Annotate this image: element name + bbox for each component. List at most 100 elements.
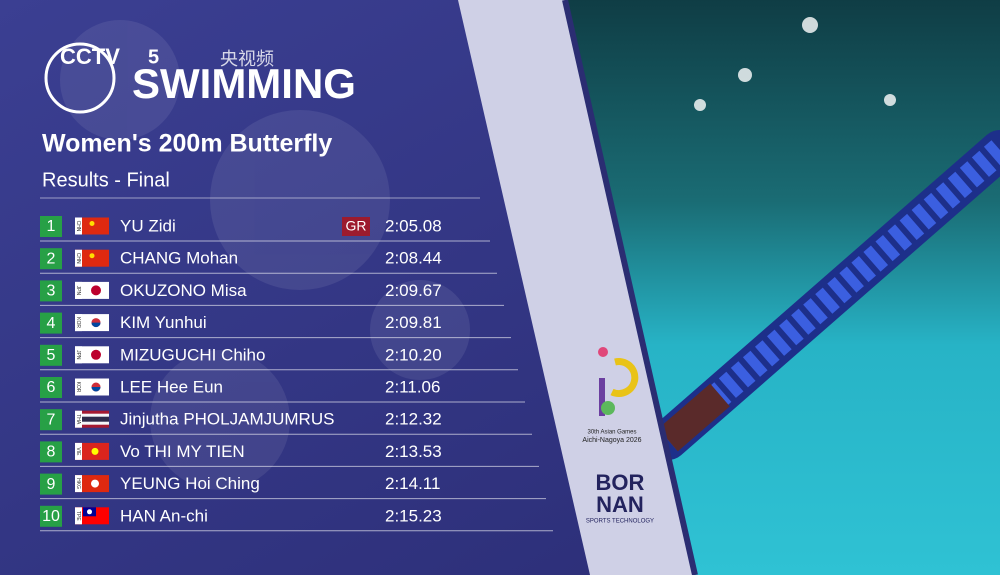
result-row: 6 KOR LEE Hee Eun 2:11.06	[40, 377, 525, 403]
time: 2:08.44	[385, 249, 442, 268]
rank: 9	[47, 476, 56, 493]
record-badge	[342, 217, 370, 236]
games-name: 30th Asian Games	[587, 430, 636, 436]
athlete-name: Jinjutha PHOLJAMJUMRUS	[120, 410, 334, 429]
rank-box	[40, 312, 62, 334]
time: 2:14.11	[385, 474, 440, 493]
sponsor-logo: BOR NAN SPORTS TECHNOLOGY	[586, 470, 654, 525]
time: 2:09.81	[385, 313, 442, 332]
flag-code-strip	[75, 475, 82, 493]
flag-star	[89, 253, 95, 259]
time: 2:12.32	[385, 410, 442, 429]
time: 2:11.06	[385, 377, 440, 396]
athlete-name: OKUZONO Misa	[120, 281, 247, 300]
rank: 8	[47, 444, 56, 461]
ceiling-lights	[694, 17, 896, 111]
flag-sun	[87, 509, 92, 515]
flag-flower	[91, 479, 99, 488]
sponsor-word: NAN	[596, 492, 644, 517]
country-code: JPN	[75, 286, 81, 296]
lane-rope	[648, 130, 1000, 460]
flag: TPE	[75, 507, 109, 525]
results-table: 1 CHN YU Zidi GR 2:05.08 2 CHN CHANG Mohan 2:08.…	[40, 216, 553, 532]
result-row: 9 HKG YEUNG Hoi Ching 2:14.11	[40, 473, 546, 500]
rank-box	[40, 216, 62, 237]
channel-number: 5	[148, 46, 159, 68]
rank-box	[40, 441, 62, 463]
rank: 2	[47, 250, 56, 267]
rank: 10	[42, 508, 60, 525]
games-logo: 30th Asian Games Aichi-Nagoya 2026	[582, 347, 642, 444]
result-row: 8 VIE Vo THI MY TIEN 2:13.53	[40, 441, 539, 467]
flag: KOR	[75, 378, 109, 396]
country-code: THA	[75, 414, 81, 425]
result-row: 4 KOR KIM Yunhui 2:09.81	[40, 312, 511, 339]
result-row: 10 TPE HAN An-chi 2:15.23	[40, 505, 553, 532]
result-row: 3 JPN OKUZONO Misa 2:09.67	[40, 280, 504, 306]
flag-code-strip	[75, 410, 82, 428]
athlete-name: KIM Yunhui	[120, 313, 207, 332]
flag-field	[75, 249, 109, 267]
country-code: JPN	[75, 350, 81, 360]
rank-box	[40, 280, 62, 302]
sponsor-word: BOR	[596, 470, 645, 495]
flag-code-strip	[75, 314, 82, 332]
flag-code-strip	[75, 507, 82, 525]
result-row: 2 CHN CHANG Mohan 2:08.44	[40, 248, 497, 274]
flag-code-strip	[75, 281, 82, 299]
time: 2:10.20	[385, 345, 442, 364]
flag-star	[89, 221, 95, 226]
flag: HKG	[75, 475, 109, 493]
flag-disc	[91, 349, 101, 360]
flag-code-strip	[75, 249, 82, 267]
flag: JPN	[75, 346, 109, 364]
time: 2:09.67	[385, 281, 442, 300]
flag: KOR	[75, 314, 109, 332]
rank-box	[40, 248, 62, 270]
athlete-name: CHANG Mohan	[120, 249, 238, 268]
flag-disc	[91, 387, 101, 392]
result-row: 7 THA Jinjutha PHOLJAMJUMRUS 2:12.32	[40, 409, 532, 435]
time: 2:15.23	[385, 506, 442, 525]
country-code: CHN	[75, 253, 81, 264]
athlete-name: MIZUGUCHI Chiho	[120, 345, 265, 364]
divider-edge	[562, 0, 698, 576]
event-title: Women's 200m Butterfly	[42, 130, 332, 158]
flag-stripe	[75, 416, 109, 422]
flag-code-strip	[75, 442, 82, 460]
rank: 6	[47, 379, 56, 396]
country-code: HKG	[75, 478, 81, 489]
country-code: TPE	[75, 511, 81, 521]
app-logo: 央视频	[220, 49, 274, 69]
rank-box	[40, 409, 62, 431]
flag: CHN	[75, 217, 109, 235]
sponsor-tagline: SPORTS TECHNOLOGY	[586, 519, 654, 525]
games-host: Aichi-Nagoya 2026	[582, 437, 641, 444]
logo-text: CCTV	[60, 44, 120, 69]
flag-disc	[91, 285, 101, 296]
flag-code-strip	[75, 378, 82, 396]
flag: THA	[75, 410, 109, 428]
rank: 3	[47, 283, 56, 300]
rank-box	[40, 473, 62, 495]
rank-box	[40, 344, 62, 366]
rank-box	[40, 377, 62, 398]
country-code: CHN	[75, 221, 81, 232]
flag: CHN	[75, 249, 109, 267]
result-row: 5 JPN MIZUGUCHI Chiho 2:10.20	[40, 344, 518, 371]
rank: 5	[47, 347, 56, 364]
country-code: VIE	[75, 447, 81, 456]
sport-title: SWIMMING	[132, 60, 356, 107]
flag: VIE	[75, 442, 109, 460]
result-row: 1 CHN YU Zidi GR 2:05.08	[40, 216, 490, 242]
flag-code-strip	[75, 346, 82, 364]
country-code: KOR	[75, 317, 81, 328]
athlete-name: HAN An-chi	[120, 506, 208, 525]
time: 2:05.08	[385, 216, 442, 235]
flag: JPN	[75, 281, 109, 299]
flag-code-strip	[75, 217, 82, 235]
rank-box	[40, 505, 62, 527]
athlete-name: LEE Hee Eun	[120, 377, 223, 396]
athlete-name: YEUNG Hoi Ching	[120, 474, 260, 493]
